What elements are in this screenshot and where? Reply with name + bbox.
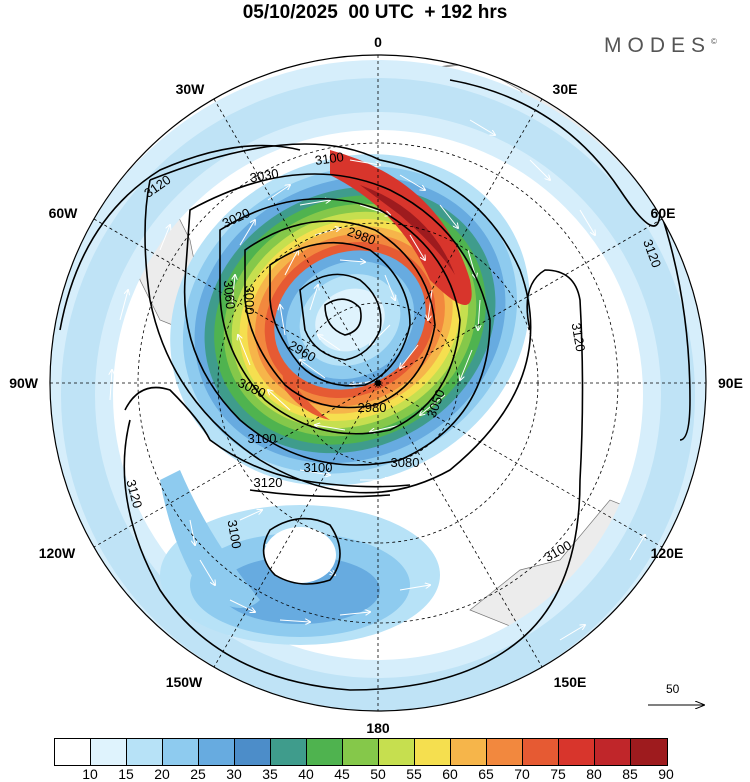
lon-label-60e: 60E [651, 205, 676, 221]
contour-label: 3100 [314, 149, 345, 168]
colorbar-tick-label: 40 [298, 766, 314, 782]
lon-label-30e: 30E [553, 81, 578, 97]
lon-label-120e: 120E [651, 545, 684, 561]
lon-label-90w: 90W [9, 375, 39, 391]
lon-label-120w: 120W [39, 545, 76, 561]
contour-label: 3100 [225, 519, 245, 550]
colorbar-tick-label: 65 [478, 766, 494, 782]
lon-label-90e: 90E [718, 375, 743, 391]
contour-label: 3120 [569, 322, 589, 353]
lon-label-30w: 30W [176, 81, 206, 97]
colorbar-swatch [307, 739, 343, 765]
contour-label: 3120 [123, 478, 145, 510]
contour-label: 3080 [391, 455, 420, 470]
colorbar-swatch [631, 739, 667, 765]
map-boundary [49, 54, 707, 712]
colorbar-tick-label: 85 [622, 766, 638, 782]
colorbar-swatch [595, 739, 631, 765]
south-pole-marker [375, 380, 381, 386]
colorbar-swatch [199, 739, 235, 765]
contour-label: 3100 [248, 431, 277, 446]
colorbar-tick-label: 35 [262, 766, 278, 782]
colorbar-tick-label: 90 [658, 766, 674, 782]
colorbar [54, 738, 668, 766]
colorbar-tick-label: 15 [118, 766, 134, 782]
contour-label: 3030 [249, 166, 280, 186]
colorbar-tick-label: 55 [406, 766, 422, 782]
colorbar-tick-label: 75 [550, 766, 566, 782]
colorbar-swatch [379, 739, 415, 765]
brand-logo: MODES© [604, 34, 717, 58]
colorbar-swatch [343, 739, 379, 765]
contour-label: 3120 [254, 475, 283, 490]
map-title: 05/10/2025 00 UTC + 192 hrs [242, 2, 508, 23]
colorbar-swatch [271, 739, 307, 765]
outer-jet-band [50, 60, 706, 711]
contour-label: 3100 [304, 460, 333, 475]
colorbar-tick-label: 30 [226, 766, 242, 782]
lon-label-150w: 150W [166, 674, 203, 690]
colorbar-swatch [235, 739, 271, 765]
colorbar-swatch [127, 739, 163, 765]
brand-name: MODES [604, 34, 712, 57]
contour-label: 3060 [221, 280, 238, 310]
lon-label-180: 180 [366, 720, 390, 736]
copyright-mark: © [711, 37, 717, 46]
graticule [50, 55, 706, 711]
colorbar-swatch [415, 739, 451, 765]
lon-label-0: 0 [374, 34, 382, 50]
colorbar-swatch [163, 739, 199, 765]
lon-label-150e: 150E [554, 674, 587, 690]
colorbar-tick-label: 25 [190, 766, 206, 782]
colorbar-tick-label: 10 [82, 766, 98, 782]
contour-label: 2980 [358, 400, 387, 415]
colorbar-tick-label: 70 [514, 766, 530, 782]
wind-speed-field [50, 55, 706, 711]
colorbar-swatch [487, 739, 523, 765]
wind-vectors [110, 119, 645, 641]
colorbar-swatch [91, 739, 127, 765]
colorbar-swatch [55, 739, 91, 765]
colorbar-tick-label: 60 [442, 766, 458, 782]
contour-label: 3000 [242, 286, 257, 315]
colorbar-tick-label: 80 [586, 766, 602, 782]
height-contours [59, 79, 691, 691]
reference-vector-label: 50 [666, 682, 680, 696]
colorbar-swatch [523, 739, 559, 765]
colorbar-tick-label: 45 [334, 766, 350, 782]
longitude-labels: 0 30E 60E 90E 120E 150E 180 150W 120W 90… [9, 34, 743, 736]
lon-label-60w: 60W [49, 205, 79, 221]
colorbar-swatch [451, 739, 487, 765]
colorbar-tick-label: 20 [154, 766, 170, 782]
colorbar-tick-label: 50 [370, 766, 386, 782]
colorbar-swatch [559, 739, 595, 765]
